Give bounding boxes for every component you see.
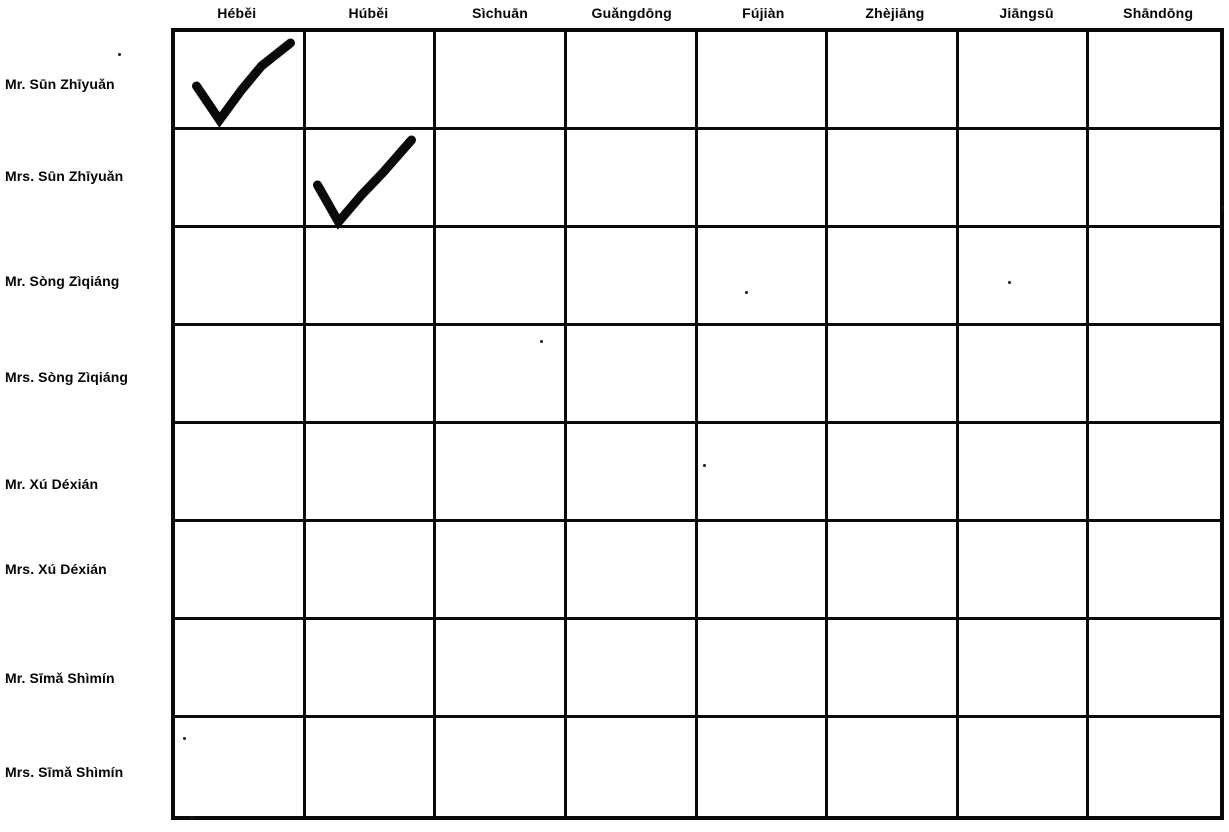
grid-cell-r0-c0[interactable] [175, 32, 306, 130]
scan-speck [540, 340, 543, 343]
row-label-mr-xu-dexian: Mr. Xú Déxián [5, 476, 99, 492]
grid-cell-r6-c4[interactable] [697, 620, 829, 718]
row-label-mr-sima-shimin: Mr. Sīmǎ Shìmín [5, 670, 115, 686]
grid-cell-r3-c4[interactable] [697, 326, 829, 424]
grid-cell-r4-c5[interactable] [828, 424, 959, 522]
grid-cell-r2-c1[interactable] [305, 228, 437, 326]
column-header-shandong: Shāndōng [1123, 5, 1194, 21]
grid-cell-r2-c0[interactable] [175, 228, 306, 326]
grid-cell-r1-c4[interactable] [697, 130, 829, 228]
grid-cell-r5-c2[interactable] [436, 522, 567, 620]
scan-speck [190, 816, 193, 819]
grid-cell-r3-c5[interactable] [828, 326, 959, 424]
grid-cell-r0-c5[interactable] [828, 32, 959, 130]
grid-cell-r7-c6[interactable] [958, 718, 1090, 816]
grid-cell-r6-c5[interactable] [828, 620, 959, 718]
grid-cell-r6-c6[interactable] [958, 620, 1090, 718]
grid-cell-r4-c3[interactable] [566, 424, 698, 522]
grid-cell-r4-c0[interactable] [175, 424, 306, 522]
grid-cell-r5-c3[interactable] [566, 522, 698, 620]
grid-cell-r2-c2[interactable] [436, 228, 567, 326]
grid-cell-r4-c2[interactable] [436, 424, 567, 522]
grid-cell-r0-c2[interactable] [436, 32, 567, 130]
row-label-mrs-sima-shimin: Mrs. Sīmǎ Shìmín [5, 764, 124, 780]
grid-cell-r6-c2[interactable] [436, 620, 567, 718]
column-header-hebei: Héběi [217, 5, 257, 21]
grid-cell-r6-c7[interactable] [1089, 620, 1220, 718]
column-header-sichuan: Sìchuān [472, 5, 528, 21]
grid-cell-r0-c4[interactable] [697, 32, 829, 130]
grid-cell-r0-c3[interactable] [566, 32, 698, 130]
grid-cell-r1-c5[interactable] [828, 130, 959, 228]
column-header-jiangsu: Jiāngsū [999, 5, 1054, 21]
grid-cell-r1-c0[interactable] [175, 130, 306, 228]
scan-speck [183, 737, 186, 740]
scan-speck [745, 291, 748, 294]
grid-cell-r1-c3[interactable] [566, 130, 698, 228]
grid-cell-r3-c3[interactable] [566, 326, 698, 424]
grid-cell-r2-c5[interactable] [828, 228, 959, 326]
grid-cell-r1-c6[interactable] [958, 130, 1090, 228]
row-label-mrs-xu-dexian: Mrs. Xú Déxián [5, 561, 107, 577]
row-label-mr-sun-zhiyuan: Mr. Sūn Zhīyuǎn [5, 76, 115, 92]
row-label-mrs-sun-zhiyuan: Mrs. Sūn Zhīyuǎn [5, 168, 124, 184]
column-header-hubei: Húběi [348, 5, 389, 21]
grid-cell-r6-c0[interactable] [175, 620, 306, 718]
grid-cell-r5-c1[interactable] [305, 522, 437, 620]
grid-cell-r6-c1[interactable] [305, 620, 437, 718]
grid-cell-r6-c3[interactable] [566, 620, 698, 718]
scan-speck [1221, 206, 1224, 209]
grid-cell-r2-c6[interactable] [958, 228, 1090, 326]
grid-cell-r5-c4[interactable] [697, 522, 829, 620]
grid-cell-r0-c7[interactable] [1089, 32, 1220, 130]
grid-cell-r0-c6[interactable] [958, 32, 1090, 130]
grid-cell-r7-c1[interactable] [305, 718, 437, 816]
grid-cell-r3-c6[interactable] [958, 326, 1090, 424]
grid-cell-r4-c1[interactable] [305, 424, 437, 522]
grid-cell-r3-c0[interactable] [175, 326, 306, 424]
scan-speck [118, 53, 121, 56]
grid-cell-r4-c6[interactable] [958, 424, 1090, 522]
grid-cell-r5-c6[interactable] [958, 522, 1090, 620]
grid-cell-r7-c2[interactable] [436, 718, 567, 816]
grid-cell-r1-c1[interactable] [305, 130, 437, 228]
grid-cell-r1-c2[interactable] [436, 130, 567, 228]
grid-cell-r7-c7[interactable] [1089, 718, 1220, 816]
grid-cell-r2-c7[interactable] [1089, 228, 1220, 326]
scan-speck [1008, 281, 1011, 284]
grid-cell-r7-c5[interactable] [828, 718, 959, 816]
grid-cell-r2-c4[interactable] [697, 228, 829, 326]
grid-cell-r7-c3[interactable] [566, 718, 698, 816]
grid-cell-r5-c7[interactable] [1089, 522, 1220, 620]
column-header-guangdong: Guǎngdōng [591, 5, 672, 21]
grid-cell-r5-c5[interactable] [828, 522, 959, 620]
grid-cell-r3-c2[interactable] [436, 326, 567, 424]
grid-cell-r7-c0[interactable] [175, 718, 306, 816]
row-label-mrs-song-ziqiang: Mrs. Sòng Zìqiáng [5, 369, 129, 385]
grid-cell-r1-c7[interactable] [1089, 130, 1220, 228]
grid-cell-r0-c1[interactable] [305, 32, 437, 130]
grid-cell-r2-c3[interactable] [566, 228, 698, 326]
grid-cell-r3-c7[interactable] [1089, 326, 1220, 424]
row-label-mr-song-ziqiang: Mr. Sòng Zìqiáng [5, 273, 120, 289]
grid-cell-r4-c7[interactable] [1089, 424, 1220, 522]
grid-cell-r3-c1[interactable] [305, 326, 437, 424]
column-header-zhejiang: Zhèjiāng [865, 5, 925, 21]
province-grid [171, 28, 1224, 820]
scan-speck [703, 464, 706, 467]
grid-cell-r5-c0[interactable] [175, 522, 306, 620]
column-header-fujian: Fújiàn [742, 5, 785, 21]
grid-cell-r4-c4[interactable] [697, 424, 829, 522]
grid-cell-r7-c4[interactable] [697, 718, 829, 816]
